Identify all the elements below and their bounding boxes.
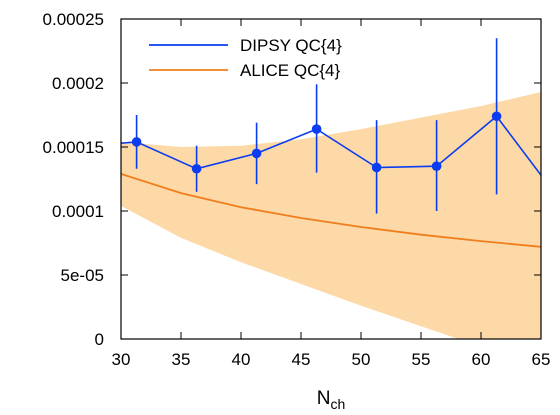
alice-line [121,173,541,248]
x-tick-label: 55 [412,350,431,369]
dipsy-point [431,161,442,171]
ticks-layer: 30 35 40 45 50 55 60 65 0 5e-05 0.0001 0.00015 0.000… [43,10,551,369]
x-axis-label: Nch [317,388,346,412]
x-tick-label: 35 [172,350,191,369]
dipsy-point [191,163,202,174]
dipsy-point [491,111,502,122]
alice-uncertainty-band-layer [121,92,541,339]
x-tick-label: 50 [352,350,371,369]
x-tick-label: 45 [292,350,311,369]
alice-band [121,92,541,339]
points-layer [131,111,502,174]
plot-frame [120,18,542,340]
x-tick-label: 40 [232,350,251,369]
y-tick-label: 0 [95,330,104,349]
x-tick-label: 65 [532,350,551,369]
y-tick-label: 0.00015 [43,138,104,157]
legend-label: ALICE QC{4} [240,61,340,80]
y-tick-label: 0.0002 [52,74,104,93]
dipsy-point [311,124,322,134]
y-tick-label: 5e-05 [61,266,104,285]
x-tick-label: 30 [112,350,131,369]
dipsy-point [251,148,262,159]
y-tick-label: 0.00025 [43,10,104,29]
dipsy-point [131,137,142,147]
x-axis-label-subscript: ch [330,396,345,412]
legend-label: DIPSY QC{4} [240,36,342,55]
dipsy-point [371,162,382,173]
legend: DIPSY QC{4} ALICE QC{4} [149,36,342,80]
x-tick-label: 60 [472,350,491,369]
y-tick-label: 0.0001 [52,202,104,221]
x-axis-label-main: N [317,388,331,409]
